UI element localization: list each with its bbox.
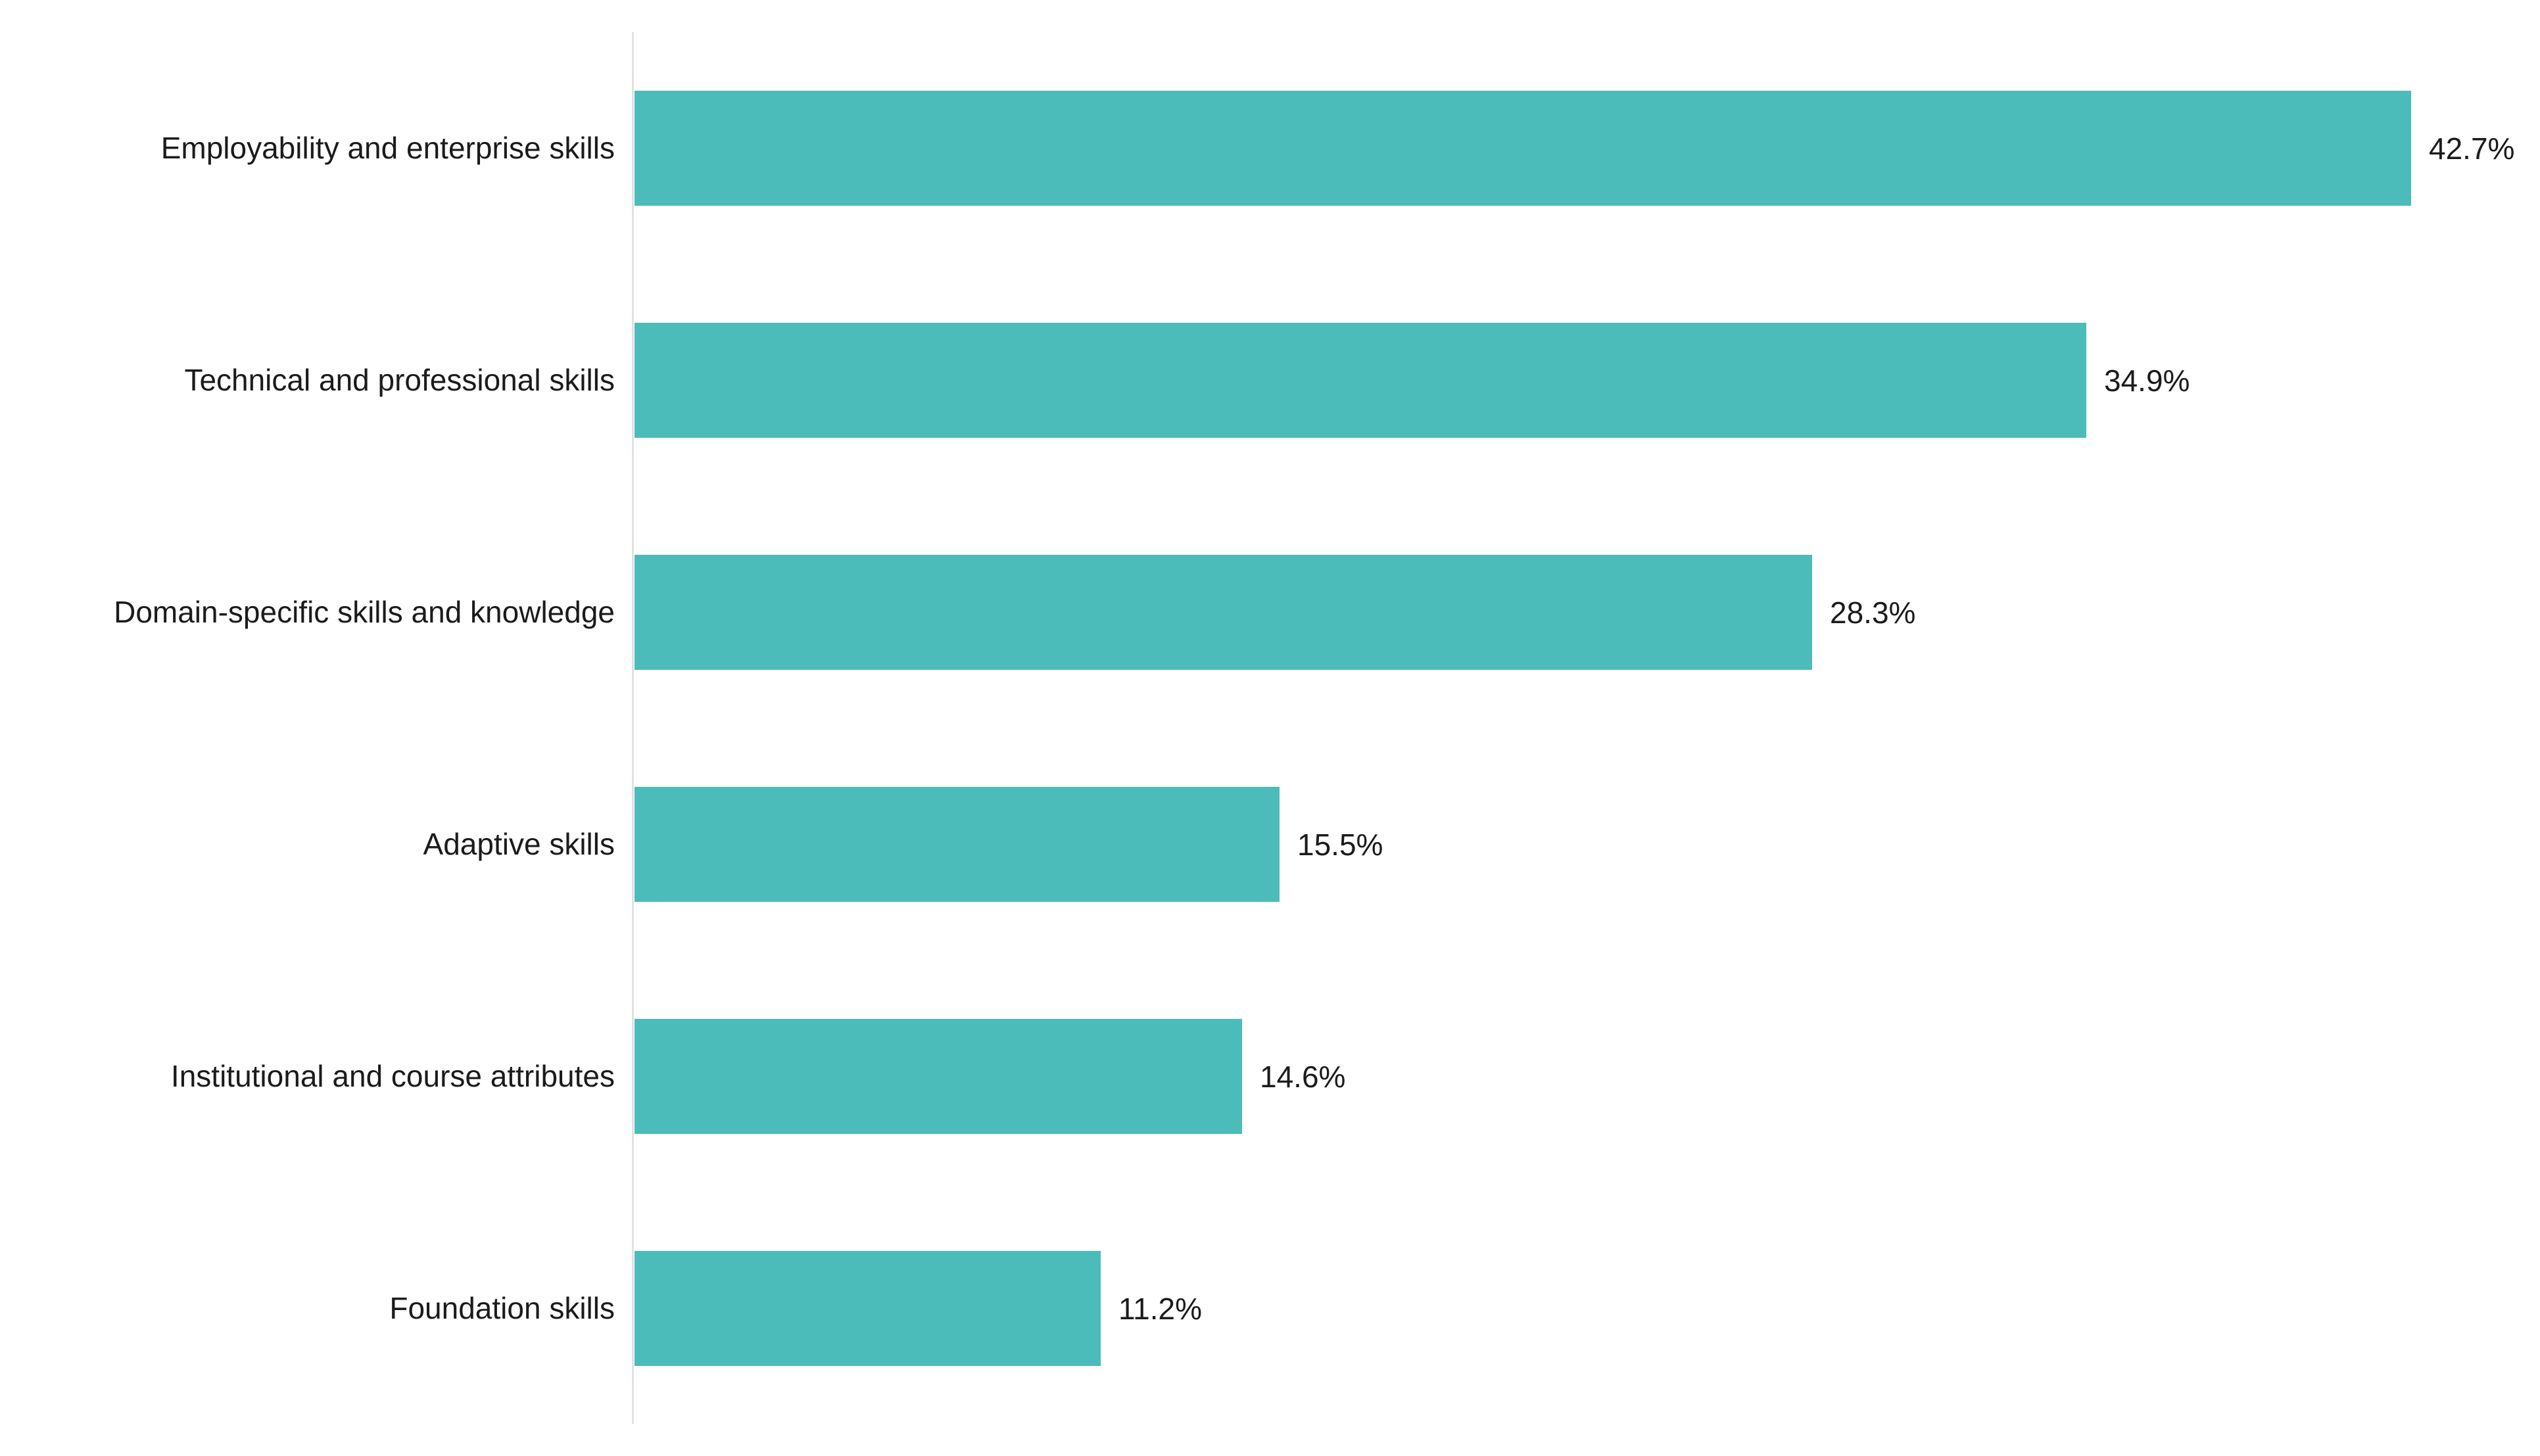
bar-row: Adaptive skills 15.5% (0, 728, 2540, 960)
bar (635, 1251, 1101, 1366)
category-label: Foundation skills (389, 1291, 615, 1326)
plot-cell: 15.5% (633, 728, 2540, 960)
bar (635, 555, 1812, 670)
plot-cell: 11.2% (633, 1192, 2540, 1424)
bar (635, 323, 2086, 438)
category-label: Domain-specific skills and knowledge (114, 595, 615, 630)
plot-cell: 14.6% (633, 960, 2540, 1192)
y-axis-line (632, 32, 634, 1424)
bar-row: Domain-specific skills and knowledge 28.3… (0, 496, 2540, 728)
plot-cell: 28.3% (633, 496, 2540, 728)
plot-cell: 42.7% (633, 32, 2540, 264)
value-label: 34.9% (2104, 363, 2190, 398)
category-label: Employability and enterprise skills (160, 131, 615, 166)
value-label: 11.2% (1118, 1291, 1203, 1326)
bar-row: Foundation skills 11.2% (0, 1192, 2540, 1424)
category-label: Technical and professional skills (184, 363, 615, 398)
bar-row: Technical and professional skills 34.9% (0, 264, 2540, 496)
plot-cell: 34.9% (633, 264, 2540, 496)
value-label: 28.3% (1830, 595, 1916, 630)
bar (635, 787, 1280, 902)
bar-row: Employability and enterprise skills 42.7% (0, 32, 2540, 264)
value-label: 42.7% (2429, 131, 2515, 166)
value-label: 15.5% (1297, 827, 1383, 862)
bar-row: Institutional and course attributes 14.6% (0, 960, 2540, 1192)
category-label: Adaptive skills (423, 827, 615, 862)
category-label: Institutional and course attributes (170, 1059, 615, 1094)
bar (635, 91, 2411, 206)
bar (635, 1019, 1242, 1134)
chart-rows: Employability and enterprise skills 42.7%… (0, 32, 2540, 1424)
value-label: 14.6% (1260, 1059, 1346, 1094)
